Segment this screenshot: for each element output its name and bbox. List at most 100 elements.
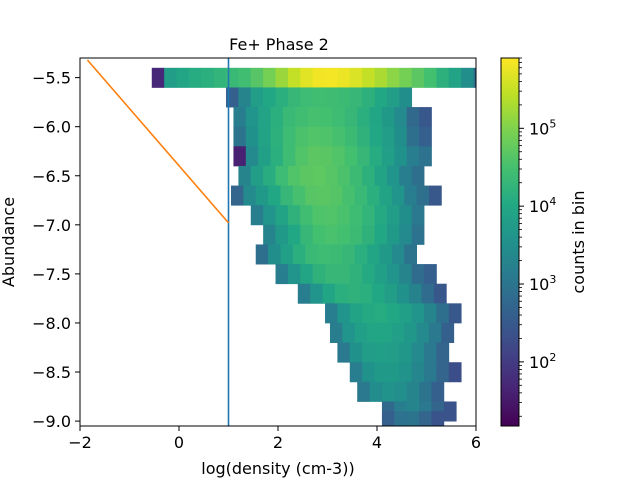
heatmap-cell xyxy=(342,185,356,206)
heatmap-cell xyxy=(372,283,385,304)
x-tick-label: 0 xyxy=(174,433,184,452)
heatmap-cell xyxy=(307,126,321,147)
heatmap-cell xyxy=(424,362,437,383)
heatmap-cell xyxy=(357,146,370,167)
colorbar-label: counts in bin xyxy=(569,191,588,294)
heatmap-cell xyxy=(374,342,388,363)
heatmap-cell xyxy=(245,107,259,128)
heatmap-cell xyxy=(404,244,417,265)
heatmap-cell xyxy=(297,283,311,304)
heatmap-cell xyxy=(399,67,413,88)
heatmap-cell xyxy=(342,244,356,265)
heatmap-cell xyxy=(431,381,445,402)
heatmap-cell xyxy=(270,107,284,128)
heatmap-cell xyxy=(275,87,289,108)
heatmap-cell xyxy=(243,185,257,206)
heatmap-cell xyxy=(263,205,276,226)
colorbar-tick-label: 104 xyxy=(529,195,556,216)
heatmap-cell xyxy=(419,411,432,427)
heatmap-cell xyxy=(349,224,363,245)
heatmap-cell xyxy=(268,244,281,265)
heatmap-cell xyxy=(399,205,413,226)
colorbar-tick-label: 102 xyxy=(529,351,556,372)
heatmap-cell xyxy=(300,224,314,245)
heatmap-cell xyxy=(391,322,405,343)
heatmap-cell xyxy=(275,205,289,226)
heatmap-cell xyxy=(307,107,321,128)
heatmap-cell xyxy=(354,185,368,206)
heatmap-cell xyxy=(263,224,276,245)
heatmap-cell xyxy=(344,146,358,167)
heatmap-cell xyxy=(428,322,442,343)
heatmap-cell xyxy=(337,87,351,108)
colorbar-tick-label: 105 xyxy=(529,117,556,138)
heatmap-cell xyxy=(349,303,363,324)
heatmap-cell xyxy=(300,165,314,186)
chart-title: Fe+ Phase 2 xyxy=(229,35,329,54)
heatmap-cell xyxy=(374,87,388,108)
heatmap-cell xyxy=(349,87,363,108)
heatmap-cell xyxy=(381,146,395,167)
heatmap-cell xyxy=(367,185,380,206)
heatmap-cell xyxy=(305,185,318,206)
heatmap-cell xyxy=(362,87,375,108)
heatmap-cell xyxy=(386,362,400,383)
orange-trend-line xyxy=(86,59,230,224)
heatmap-cell xyxy=(337,205,351,226)
y-axis-label: Abundance xyxy=(0,197,18,287)
heatmap-cell xyxy=(394,381,408,402)
heatmap-cell xyxy=(201,67,215,88)
heatmap-cell xyxy=(406,107,420,128)
heatmap-cell xyxy=(359,283,373,304)
heatmap-cell xyxy=(342,322,356,343)
heatmap-cell xyxy=(282,126,296,147)
heatmap-cell xyxy=(406,126,420,147)
heatmap-cell xyxy=(275,264,289,285)
heatmap-cell xyxy=(337,224,351,245)
heatmap-cell xyxy=(448,362,462,383)
heatmap-cell xyxy=(280,244,294,265)
heatmap-cell xyxy=(424,303,437,324)
heatmap-cell xyxy=(379,244,393,265)
heatmap-cell xyxy=(292,185,306,206)
heatmap-cell xyxy=(320,107,333,128)
heatmap-cell xyxy=(436,342,450,363)
heatmap-cell xyxy=(399,362,413,383)
heatmap-cell xyxy=(329,244,343,265)
heatmap-cell xyxy=(344,107,358,128)
heatmap-cell xyxy=(282,146,296,167)
heatmap-cell xyxy=(404,322,417,343)
heatmap-cell xyxy=(367,322,380,343)
heatmap-cell xyxy=(263,87,276,108)
heatmap-cell xyxy=(381,107,395,128)
heatmap-cell xyxy=(176,67,190,88)
heatmap-cell xyxy=(258,107,271,128)
heatmap-cell xyxy=(245,126,259,147)
heatmap-cells xyxy=(151,67,477,427)
heatmap-cell xyxy=(317,185,331,206)
heatmap-cell xyxy=(424,264,437,285)
heatmap-cell xyxy=(320,126,333,147)
heatmap-cell xyxy=(433,283,447,304)
heatmap-cell xyxy=(322,283,336,304)
heatmap-cell xyxy=(332,126,346,147)
heatmap-cell xyxy=(362,165,375,186)
y-tick-label: −6.5 xyxy=(32,167,71,186)
heatmap-cell xyxy=(300,264,314,285)
heatmap-cell xyxy=(151,67,165,88)
heatmap-cell xyxy=(419,381,432,402)
heatmap-cell xyxy=(394,107,408,128)
heatmap-cell xyxy=(362,67,375,88)
heatmap-cell xyxy=(448,303,462,324)
heatmap-cell xyxy=(399,224,413,245)
heatmap-cell xyxy=(349,205,363,226)
heatmap-cell xyxy=(419,146,432,167)
heatmap-cell xyxy=(300,205,314,226)
heatmap-cell xyxy=(325,224,338,245)
heatmap-cell xyxy=(255,185,269,206)
heatmap-cell xyxy=(362,205,375,226)
heatmap-cell xyxy=(317,244,331,265)
heatmap-cell xyxy=(287,67,301,88)
heatmap-cell xyxy=(374,67,388,88)
heatmap-cell xyxy=(362,362,375,383)
